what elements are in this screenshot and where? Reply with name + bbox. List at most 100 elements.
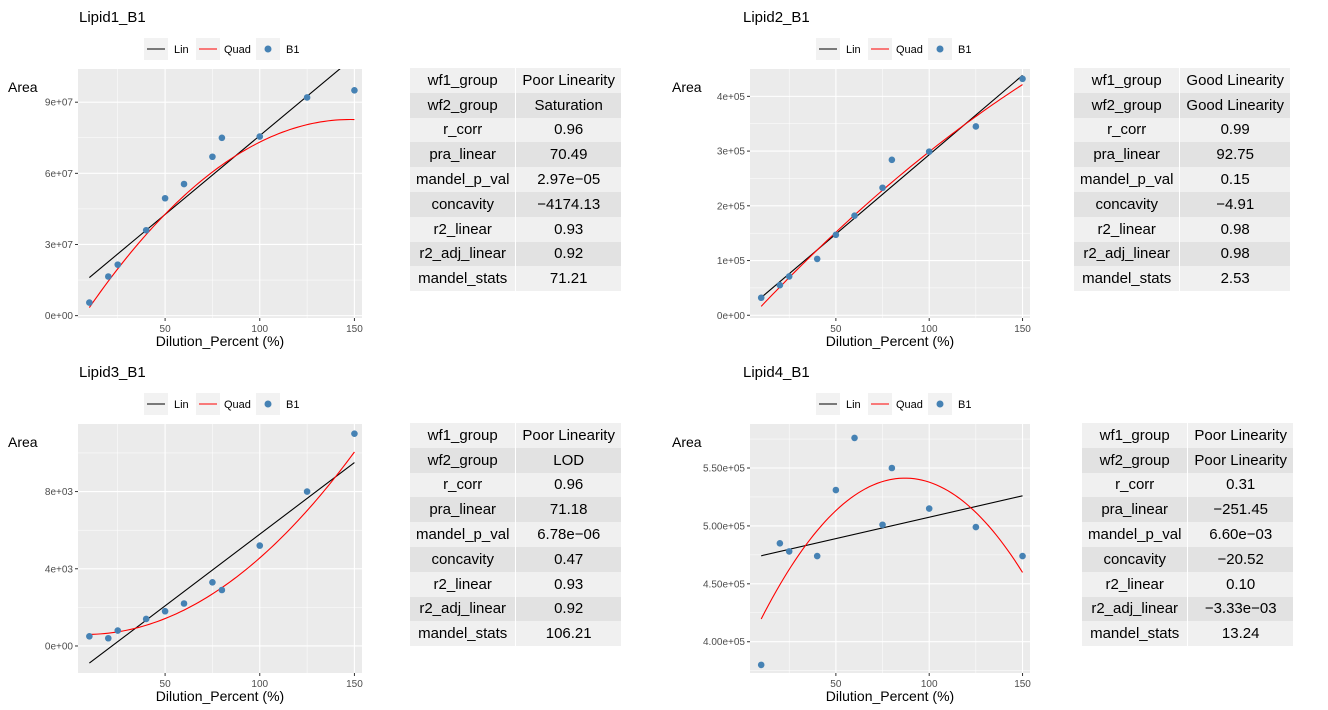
data-point — [114, 627, 122, 634]
x-axis-label: Dilution_Percent (%) — [156, 333, 284, 349]
legend-label-b1: B1 — [286, 44, 299, 56]
stats-row: r2_adj_linear 0.92 — [410, 596, 622, 622]
legend-label-lin: Lin — [846, 399, 861, 411]
series-b1-points — [86, 87, 358, 306]
x-tick-label: 100 — [251, 679, 268, 690]
data-point — [104, 634, 112, 642]
stats-key-cell: concavity — [410, 546, 517, 572]
stats-key-cell: r2_adj_linear — [1074, 241, 1181, 267]
stats-key-cell: pra_linear — [410, 142, 517, 168]
legend: Lin Quad B1 — [816, 38, 971, 60]
x-axis-label: Dilution_Percent (%) — [826, 688, 954, 704]
stats-value-cell: 0.96 — [515, 472, 622, 498]
stats-row: r_corr 0.96 — [410, 472, 622, 498]
data-point — [86, 299, 93, 306]
stats-row: pra_linear 70.49 — [410, 142, 622, 168]
stats-key-cell: mandel_p_val — [410, 522, 517, 547]
stats-value-cell: 0.31 — [1187, 472, 1294, 498]
chart-title: Lipid3_B1 — [79, 364, 146, 381]
stats-key-cell: wf1_group — [1074, 68, 1181, 93]
x-tick-label: 100 — [921, 324, 938, 335]
chart-svg: Lipid2_B1 Lin Quad B1 Area 50 100 150 0e+00 1e+05… — [672, 9, 1031, 349]
stats-value-cell: 0.92 — [515, 596, 622, 622]
major-grid — [78, 69, 362, 318]
major-grid — [750, 69, 1030, 318]
plot-background — [78, 424, 362, 673]
series-quad-fit — [760, 477, 1023, 620]
x-tick-label: 150 — [346, 679, 363, 690]
legend-label-b1: B1 — [286, 399, 299, 411]
minor-grid — [78, 69, 362, 318]
legend: Lin Quad B1 — [144, 38, 299, 60]
data-point — [1019, 75, 1026, 83]
y-tick-label: 4.00e+05 — [703, 637, 745, 648]
data-point — [303, 94, 311, 101]
stats-value-cell: 92.75 — [1179, 142, 1291, 168]
plot-background — [78, 69, 362, 318]
stats-value-cell: 106.21 — [515, 621, 622, 647]
stats-key-cell: pra_linear — [410, 497, 517, 523]
data-point — [142, 615, 150, 623]
stats-key-cell: mandel_stats — [1082, 621, 1189, 647]
chart-title: Lipid1_B1 — [79, 9, 146, 26]
stats-value-cell: 2.97e−05 — [515, 167, 622, 192]
y-tick-label: 8e+03 — [45, 487, 74, 498]
data-point — [256, 133, 264, 140]
legend-label-quad: Quad — [224, 44, 251, 56]
data-point — [776, 539, 784, 547]
stats-row: mandel_stats 71.21 — [410, 266, 622, 292]
stats-row: r2_linear 0.10 — [1082, 571, 1294, 597]
data-point — [813, 552, 821, 560]
data-point — [161, 607, 169, 615]
stats-value-cell: −3.33e−03 — [1187, 596, 1294, 622]
stats-key-cell: r2_linear — [410, 571, 517, 597]
y-tick-label: 3e+05 — [717, 147, 746, 158]
series-lin-fit — [760, 74, 1023, 298]
data-point — [757, 294, 765, 302]
data-point — [180, 180, 188, 188]
stats-row: r2_linear 0.98 — [1074, 216, 1291, 242]
chart-svg: Lipid3_B1 Lin Quad B1 Area 50 100 150 0e+00 4e+03… — [8, 364, 363, 704]
stats-key-cell: r2_linear — [1082, 571, 1189, 597]
y-tick-label: 1e+05 — [717, 256, 746, 267]
stats-value-cell: 0.93 — [515, 216, 622, 242]
legend-label-b1: B1 — [958, 399, 971, 411]
y-axis-label: Area — [672, 79, 702, 95]
stats-table: wf1_group Poor Linearity wf2_group Poor Lin… — [1082, 423, 1294, 647]
stats-value-cell: 13.24 — [1187, 621, 1294, 647]
y-tick-label: 0e+00 — [717, 311, 746, 322]
stats-row: concavity −4.91 — [1074, 191, 1291, 217]
minor-grid — [750, 69, 1030, 318]
stats-value-cell: 0.99 — [1179, 117, 1291, 143]
y-tick-label: 5.50e+05 — [703, 464, 745, 475]
data-point — [180, 600, 188, 607]
data-point — [832, 486, 840, 494]
stats-key-cell: mandel_stats — [410, 266, 517, 292]
stats-key-cell: r2_adj_linear — [1082, 596, 1189, 622]
stats-value-cell: 0.15 — [1179, 167, 1291, 192]
data-point — [114, 261, 122, 268]
data-point — [972, 523, 980, 531]
legend-label-quad: Quad — [896, 44, 923, 56]
data-point — [757, 661, 765, 669]
y-tick-label: 0e+00 — [45, 641, 74, 652]
y-axis-label: Area — [8, 79, 38, 95]
stats-value-cell: Saturation — [515, 92, 622, 118]
chart-title: Lipid4_B1 — [743, 364, 810, 381]
stats-key-cell: r_corr — [1082, 472, 1189, 498]
data-point — [209, 153, 216, 161]
data-point — [851, 434, 858, 442]
stats-row: mandel_stats 2.53 — [1074, 266, 1291, 292]
stats-key-cell: mandel_stats — [410, 621, 517, 647]
legend-point-b1 — [936, 45, 944, 53]
stats-table: wf1_group Good Linearity wf2_group Good Lin… — [1074, 68, 1291, 292]
stats-row: pra_linear 92.75 — [1074, 142, 1291, 168]
stats-value-cell: 0.10 — [1187, 571, 1294, 597]
series-quad-fit — [760, 84, 1023, 307]
x-tick-label: 150 — [1014, 679, 1031, 690]
legend-label-lin: Lin — [174, 399, 189, 411]
y-axis-label: Area — [8, 434, 38, 450]
series-b1-points — [757, 75, 1026, 302]
stats-value-cell: Good Linearity — [1179, 68, 1291, 93]
stats-key-cell: wf2_group — [410, 447, 517, 473]
